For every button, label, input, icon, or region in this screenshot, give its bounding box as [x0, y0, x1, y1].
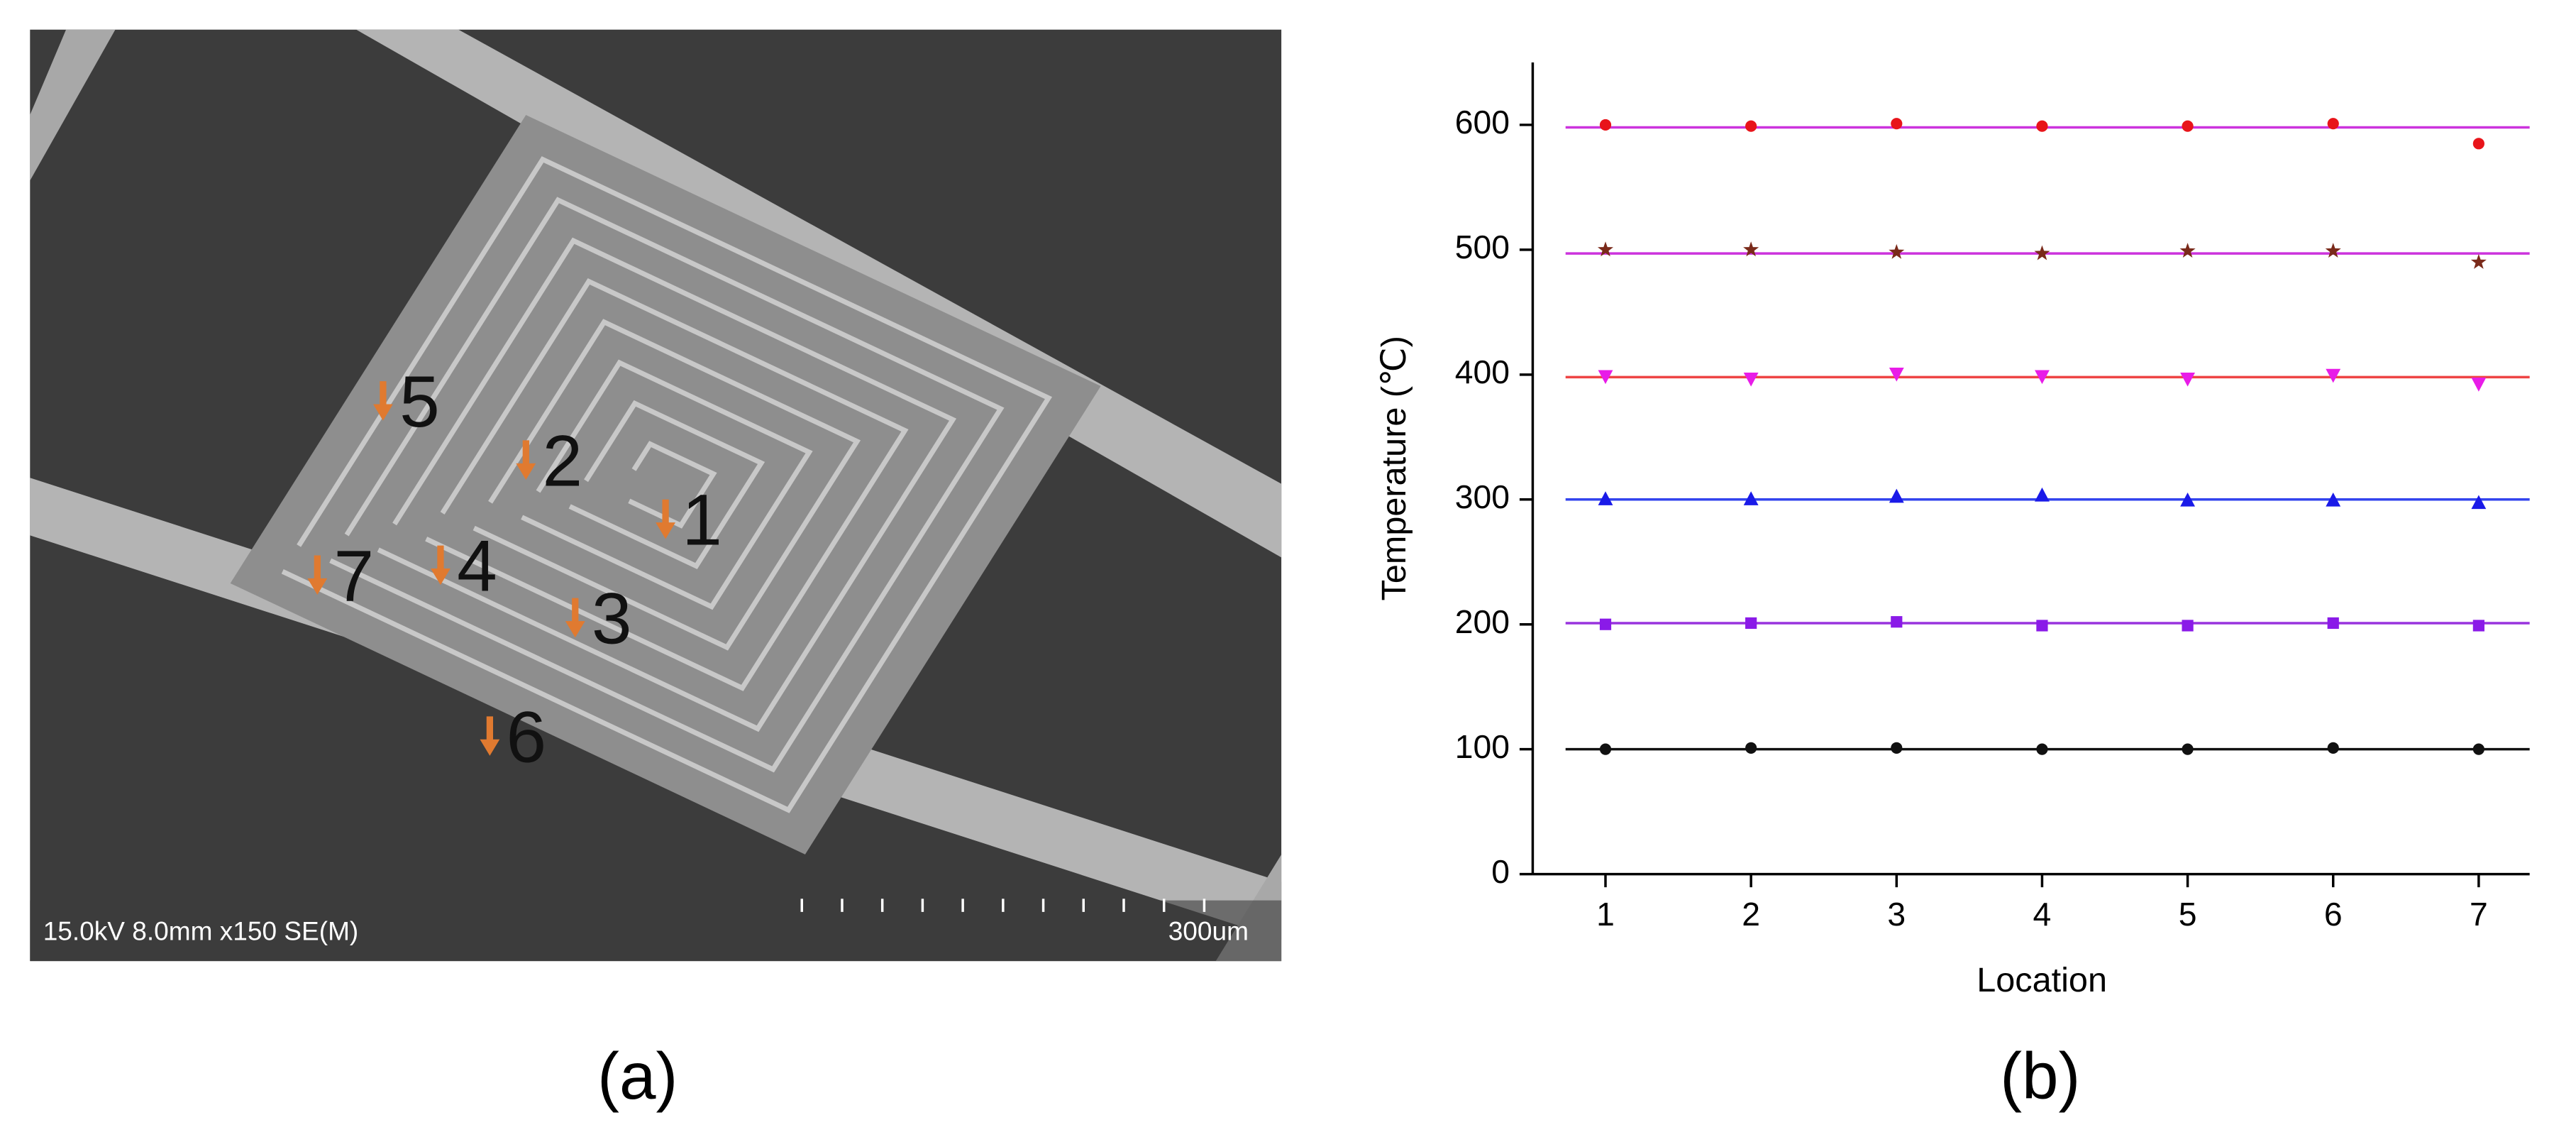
data-point [2182, 743, 2194, 755]
chart: 0 100 200 300 400 500 600 1 2 3 4 5 6 7 [1455, 62, 2530, 933]
x-tick-label: 4 [2033, 896, 2052, 933]
y-tick-label: 600 [1455, 104, 1510, 141]
scale-label: 300um [1168, 916, 1249, 946]
data-point [1598, 370, 1613, 385]
x-tick-label: 3 [1887, 896, 1906, 933]
data-point [2180, 373, 2195, 387]
data-point [2471, 378, 2487, 392]
data-point [2034, 245, 2050, 260]
marker-label: 1 [682, 480, 722, 561]
spiral-track [426, 281, 905, 688]
data-point [1891, 118, 1903, 130]
data-point [2327, 118, 2339, 130]
x-axis-label: Location [1977, 961, 2107, 999]
sem-caption: 15.0kV 8.0mm x150 SE(M) [43, 916, 359, 946]
data-point [1745, 120, 1757, 132]
x-tick-label: 1 [1596, 896, 1615, 933]
beam [30, 29, 116, 181]
y-tick-label: 100 [1455, 728, 1510, 765]
panel-label: (a) [597, 1039, 678, 1113]
data-point [2036, 620, 2048, 632]
data-point [2471, 495, 2487, 510]
data-point [2179, 243, 2196, 258]
marker-arrow-head [565, 621, 585, 638]
panel-label: (b) [2000, 1039, 2080, 1113]
marker-arrow-head [480, 739, 500, 756]
data-point [2472, 620, 2484, 632]
data-point [1743, 491, 1759, 505]
spiral-track [522, 363, 809, 607]
data-point [2326, 492, 2341, 507]
spiral-track [474, 322, 857, 647]
marker-arrow-head [516, 463, 536, 480]
data-point [1745, 742, 1757, 754]
marker-label: 5 [399, 361, 440, 442]
data-point [1743, 241, 1759, 257]
marker-arrow-head [307, 578, 328, 595]
plate [230, 115, 1101, 855]
data-point [2035, 370, 2050, 385]
data-point [2180, 492, 2195, 507]
data-point [1598, 491, 1613, 505]
marker-arrow-head [656, 522, 675, 539]
data-point [1743, 373, 1759, 387]
data-point [2472, 743, 2484, 755]
spiral-track [331, 200, 1001, 769]
data-point [1599, 119, 1612, 131]
spiral-track [282, 160, 1049, 811]
data-point [1889, 367, 1904, 382]
data-point [2036, 743, 2048, 755]
data-point [2036, 120, 2048, 132]
x-tick-label: 7 [2470, 896, 2488, 933]
data-point [1889, 488, 1904, 503]
marker-label: 3 [592, 578, 632, 659]
data-point [1891, 616, 1903, 628]
info-bar [30, 900, 1282, 962]
data-point [2182, 120, 2194, 132]
data-point [2470, 253, 2487, 269]
marker-arrow-head [431, 568, 450, 586]
data-point [1599, 618, 1612, 630]
marker-label: 4 [457, 526, 497, 607]
scale-bar [800, 899, 1206, 912]
data-point [2472, 138, 2484, 150]
spiral-track [570, 403, 761, 566]
data-point [2327, 742, 2339, 754]
data-point [1891, 742, 1903, 754]
y-tick-label: 0 [1491, 853, 1510, 890]
x-tick-label: 2 [1742, 896, 1760, 933]
marker-label: 7 [333, 535, 374, 616]
y-tick-label: 200 [1455, 603, 1510, 640]
data-point [2182, 620, 2194, 632]
data-point [2327, 617, 2339, 630]
data-point [2326, 368, 2341, 383]
marker-label: 6 [507, 696, 547, 777]
marker-arrow-head [373, 404, 393, 421]
data-point [1745, 617, 1757, 630]
spiral-track [378, 241, 953, 729]
y-axis-label: Temperature (℃) [1375, 336, 1413, 600]
data-point [1599, 743, 1612, 755]
x-tick-label: 5 [2179, 896, 2197, 933]
marker-label: 2 [542, 420, 582, 501]
y-tick-label: 400 [1455, 353, 1510, 390]
data-point [1889, 243, 1905, 259]
x-tick-label: 6 [2324, 896, 2343, 933]
data-point [1598, 241, 1614, 257]
data-point [2035, 487, 2050, 502]
y-tick-label: 500 [1455, 229, 1510, 265]
y-tick-label: 300 [1455, 478, 1510, 515]
data-point [2325, 243, 2341, 258]
